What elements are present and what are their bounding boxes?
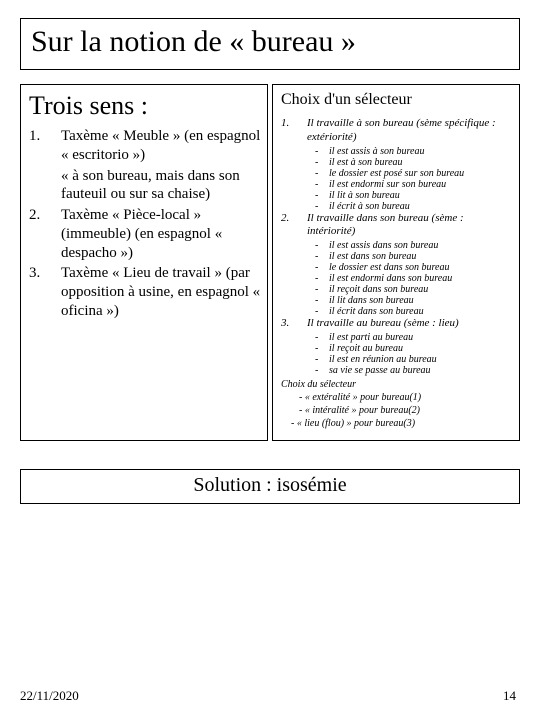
bullet: il est à son bureau [315, 157, 513, 168]
tail-line: Choix du sélecteur [281, 378, 513, 391]
item-text: Taxème « Meuble » (en espagnol « escrito… [61, 127, 261, 165]
bullet: il écrit à son bureau [315, 201, 513, 212]
item-text: Il travaille à son bureau (sème spécifiq… [307, 117, 513, 145]
bullet: il est dans son bureau [315, 251, 513, 262]
tail-line: - « intéralité » pour bureau(2) [281, 404, 513, 417]
footer: 22/11/2020 14 [20, 688, 516, 704]
bullet-list: il est assis à son bureau il est à son b… [281, 146, 513, 212]
bullet: sa vie se passe au bureau [315, 365, 513, 376]
bullet: il reçoit au bureau [315, 343, 513, 354]
bullet-list: il est assis dans son bureau il est dans… [281, 240, 513, 317]
list-item: 1. Il travaille à son bureau (sème spéci… [281, 117, 513, 145]
right-list: 1. Il travaille à son bureau (sème spéci… [281, 117, 513, 145]
item-text: Taxème « Lieu de travail » (par oppositi… [61, 264, 261, 320]
item-number: 3. [29, 264, 61, 320]
bullet: il est parti au bureau [315, 332, 513, 343]
item-number: 1. [281, 117, 307, 145]
item-sub: « à son bureau, mais dans son fauteuil o… [29, 167, 261, 205]
item-text: Il travaille au bureau (sème : lieu) [307, 317, 513, 331]
bullet: il est en réunion au bureau [315, 354, 513, 365]
title-box: Sur la notion de « bureau » [20, 18, 520, 70]
footer-page: 14 [503, 688, 516, 704]
list-item: 3. Taxème « Lieu de travail » (par oppos… [29, 264, 261, 320]
bullet: il est endormi dans son bureau [315, 273, 513, 284]
bullet: il écrit dans son bureau [315, 306, 513, 317]
left-heading: Trois sens : [29, 91, 261, 121]
right-heading: Choix d'un sélecteur [281, 91, 513, 109]
right-column: Choix d'un sélecteur 1. Il travaille à s… [272, 84, 520, 441]
page-title: Sur la notion de « bureau » [31, 25, 509, 59]
left-list: 1. Taxème « Meuble » (en espagnol « escr… [29, 127, 261, 165]
item-number: 2. [281, 212, 307, 240]
list-item: 3. Il travaille au bureau (sème : lieu) [281, 317, 513, 331]
bullet: le dossier est posé sur son bureau [315, 168, 513, 179]
bullet-list: il est parti au bureau il reçoit au bure… [281, 332, 513, 376]
bullet: il est endormi sur son bureau [315, 179, 513, 190]
list-item: 2. Taxème « Pièce-local » (immeuble) (en… [29, 206, 261, 262]
list-item: 2. Il travaille dans son bureau (sème : … [281, 212, 513, 240]
right-list: 3. Il travaille au bureau (sème : lieu) [281, 317, 513, 331]
bullet: il lit dans son bureau [315, 295, 513, 306]
item-text: Taxème « Pièce-local » (immeuble) (en es… [61, 206, 261, 262]
tail-line: - « lieu (flou) » pour bureau(3) [281, 417, 513, 430]
columns: Trois sens : 1. Taxème « Meuble » (en es… [20, 84, 520, 441]
item-number: 1. [29, 127, 61, 165]
solution-text: Solution : isosémie [193, 474, 346, 496]
item-text: Il travaille dans son bureau (sème : int… [307, 212, 513, 240]
bullet: il lit à son bureau [315, 190, 513, 201]
selector-choice: Choix du sélecteur - « extéralité » pour… [281, 378, 513, 430]
left-list: 2. Taxème « Pièce-local » (immeuble) (en… [29, 206, 261, 321]
tail-line: - « extéralité » pour bureau(1) [281, 391, 513, 404]
list-item: 1. Taxème « Meuble » (en espagnol « escr… [29, 127, 261, 165]
left-column: Trois sens : 1. Taxème « Meuble » (en es… [20, 84, 268, 441]
right-list: 2. Il travaille dans son bureau (sème : … [281, 212, 513, 240]
bullet: il est assis à son bureau [315, 146, 513, 157]
footer-date: 22/11/2020 [20, 688, 79, 704]
solution-box: Solution : isosémie [20, 469, 520, 504]
item-number: 3. [281, 317, 307, 331]
item-number: 2. [29, 206, 61, 262]
bullet: il est assis dans son bureau [315, 240, 513, 251]
bullet: le dossier est dans son bureau [315, 262, 513, 273]
bullet: il reçoit dans son bureau [315, 284, 513, 295]
